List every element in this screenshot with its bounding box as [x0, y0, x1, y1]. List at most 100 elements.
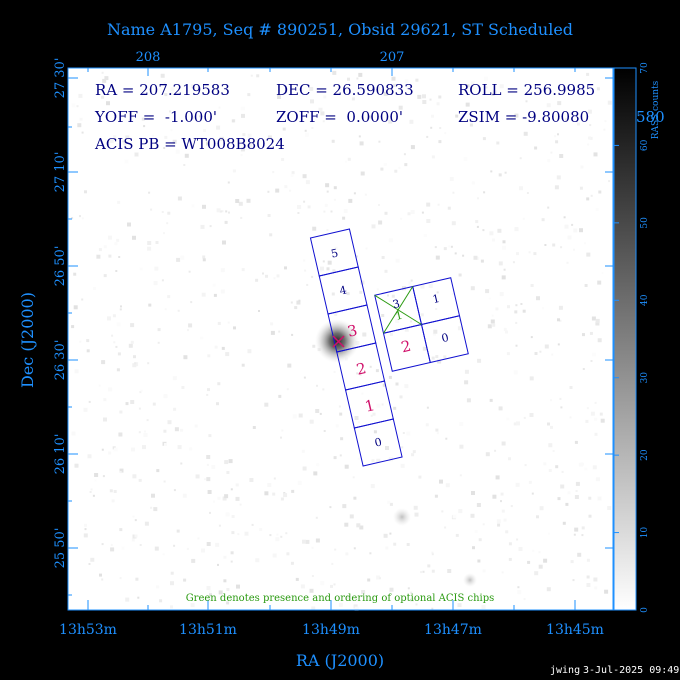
- noise-speck: [554, 185, 559, 190]
- noise-speck: [544, 244, 547, 246]
- noise-speck: [301, 449, 305, 453]
- noise-speck: [480, 259, 484, 263]
- noise-speck: [298, 413, 303, 418]
- noise-speck: [118, 432, 123, 437]
- noise-speck: [519, 186, 523, 191]
- noise-speck: [360, 280, 365, 285]
- noise-speck: [381, 314, 385, 317]
- noise-speck: [482, 569, 486, 573]
- noise-speck: [353, 496, 357, 500]
- noise-speck: [459, 422, 464, 426]
- noise-speck: [367, 578, 371, 582]
- noise-speck: [498, 173, 502, 177]
- noise-speck: [405, 84, 410, 89]
- noise-speck: [361, 116, 364, 119]
- noise-speck: [117, 352, 121, 356]
- noise-speck: [455, 114, 459, 118]
- noise-speck: [445, 340, 448, 343]
- noise-speck: [546, 587, 551, 592]
- noise-speck: [452, 514, 457, 519]
- noise-speck: [98, 248, 102, 252]
- noise-speck: [132, 474, 137, 479]
- noise-speck: [326, 229, 329, 231]
- colorbar-tick-label: 20: [640, 449, 650, 461]
- noise-speck: [552, 450, 555, 452]
- plot-title: Name A1795, Seq # 890251, Obsid 29621, S…: [107, 20, 573, 39]
- noise-speck: [320, 111, 325, 116]
- noise-speck: [381, 403, 384, 406]
- noise-speck: [597, 496, 602, 501]
- noise-speck: [431, 553, 434, 556]
- noise-speck: [359, 141, 364, 146]
- noise-speck: [225, 210, 228, 213]
- noise-speck: [412, 450, 416, 454]
- colorbar-tick-label: 50: [640, 217, 650, 229]
- noise-speck: [116, 322, 121, 327]
- noise-speck: [280, 535, 283, 538]
- noise-speck: [173, 489, 176, 492]
- noise-speck: [570, 560, 574, 564]
- noise-speck: [356, 77, 359, 80]
- noise-speck: [593, 152, 598, 157]
- noise-speck: [320, 266, 324, 271]
- noise-speck: [354, 606, 359, 611]
- noise-speck: [431, 607, 434, 610]
- noise-speck: [418, 475, 422, 479]
- noise-speck: [547, 422, 550, 426]
- noise-speck: [116, 368, 120, 372]
- noise-speck: [113, 447, 118, 452]
- noise-speck: [319, 412, 322, 415]
- noise-speck: [394, 169, 398, 173]
- noise-speck: [180, 255, 185, 260]
- noise-speck: [76, 105, 79, 108]
- noise-speck: [132, 515, 135, 518]
- noise-speck: [376, 288, 379, 291]
- noise-speck: [273, 277, 276, 280]
- noise-speck: [222, 240, 226, 245]
- y-axis-label: Dec (J2000): [18, 292, 37, 388]
- noise-speck: [384, 211, 388, 215]
- noise-speck: [183, 578, 187, 582]
- noise-speck: [163, 232, 165, 235]
- noise-speck: [131, 447, 135, 452]
- noise-speck: [503, 268, 506, 271]
- noise-speck: [303, 259, 306, 262]
- noise-speck: [108, 254, 112, 258]
- noise-speck: [608, 180, 611, 183]
- noise-speck: [206, 586, 211, 590]
- noise-speck: [414, 512, 419, 517]
- noise-speck: [340, 437, 344, 441]
- noise-speck: [269, 233, 273, 237]
- noise-speck: [164, 93, 168, 97]
- noise-speck: [181, 386, 185, 389]
- noise-speck: [291, 171, 295, 175]
- noise-speck: [259, 528, 263, 531]
- noise-speck: [525, 100, 528, 103]
- noise-speck: [322, 120, 325, 123]
- noise-speck: [378, 140, 381, 143]
- noise-speck: [364, 193, 367, 196]
- noise-speck: [90, 557, 95, 562]
- noise-speck: [454, 252, 457, 255]
- noise-speck: [380, 167, 384, 171]
- noise-speck: [344, 522, 349, 527]
- noise-speck: [286, 388, 289, 391]
- noise-speck: [498, 406, 503, 411]
- noise-speck: [262, 272, 264, 275]
- noise-speck: [351, 97, 355, 101]
- noise-speck: [200, 224, 205, 229]
- noise-speck: [569, 416, 572, 419]
- zoff-value: ZOFF = 0.0000': [276, 108, 403, 126]
- dec-value: DEC = 26.590833: [276, 81, 414, 99]
- noise-speck: [543, 462, 547, 466]
- noise-speck: [155, 241, 159, 244]
- noise-speck: [189, 447, 193, 451]
- noise-speck: [501, 509, 505, 513]
- noise-speck: [275, 188, 280, 193]
- zsim-value: ZSIM = -9.80080: [458, 108, 589, 126]
- noise-speck: [379, 442, 381, 445]
- noise-speck: [435, 308, 438, 310]
- noise-speck: [431, 569, 435, 573]
- noise-speck: [369, 365, 372, 368]
- noise-speck: [594, 417, 598, 421]
